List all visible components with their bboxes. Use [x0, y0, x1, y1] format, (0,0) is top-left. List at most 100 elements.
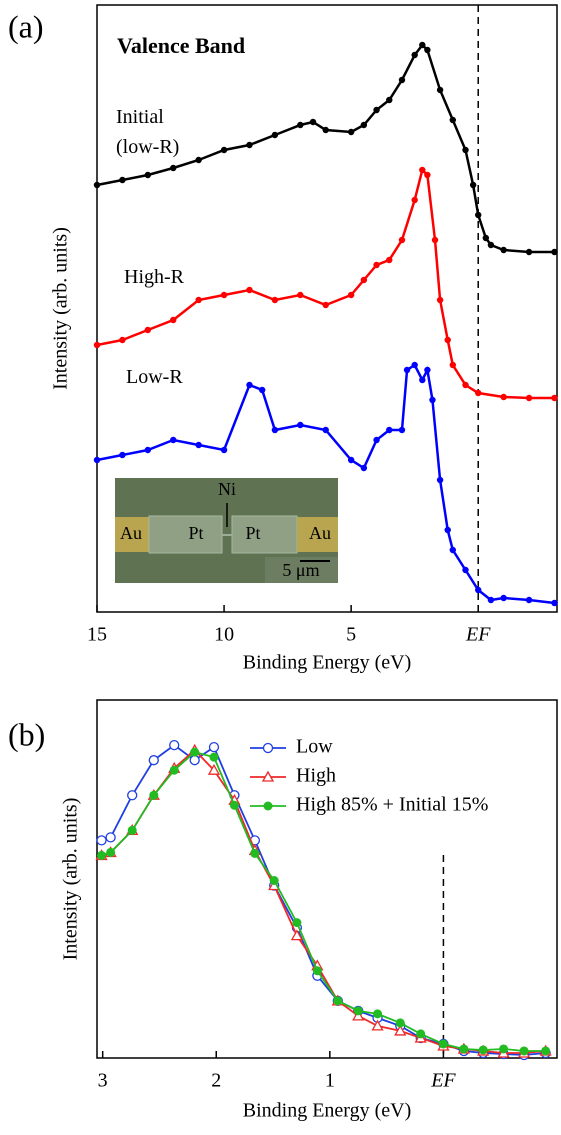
x-tick-label: 10 — [214, 624, 234, 646]
data-point — [386, 96, 393, 104]
data-point — [105, 832, 116, 843]
data-point — [449, 116, 457, 124]
y-axis-label: Intensity (arb. units) — [50, 227, 72, 390]
data-point — [394, 1024, 407, 1036]
data-point — [411, 196, 418, 204]
data-point — [333, 996, 343, 1006]
inset-label: Au — [120, 523, 142, 543]
data-point — [444, 336, 451, 344]
data-point — [462, 566, 469, 574]
series-label-text: Low-R — [126, 366, 183, 388]
data-point — [220, 146, 228, 154]
data-point — [169, 739, 180, 751]
panel-label: (b) — [8, 716, 45, 752]
data-point — [119, 451, 126, 459]
au-pad — [297, 517, 338, 552]
series-label-text: High-R — [124, 266, 184, 288]
x-tick-label: EF — [430, 1070, 456, 1092]
inset-label: Pt — [245, 523, 260, 543]
data-point — [386, 426, 393, 434]
data-point — [292, 918, 302, 928]
data-point — [525, 596, 533, 604]
data-point — [352, 1009, 365, 1021]
data-point — [189, 755, 200, 766]
data-point — [208, 741, 220, 753]
data-point — [93, 341, 101, 349]
data-point — [144, 446, 152, 454]
data-point — [487, 241, 495, 249]
data-point — [373, 106, 380, 114]
inset-label: Au — [309, 523, 331, 543]
data-point — [220, 291, 228, 299]
data-point — [398, 236, 406, 244]
data-point — [403, 366, 411, 374]
data-point — [144, 171, 152, 179]
series-line — [101, 744, 546, 1056]
data-point — [229, 800, 239, 810]
legend-label: High — [296, 765, 336, 787]
data-point — [297, 121, 304, 129]
data-point — [398, 426, 406, 434]
data-point — [411, 51, 418, 59]
plot-frame — [96, 4, 558, 613]
data-point — [500, 393, 507, 401]
data-point — [246, 286, 253, 294]
legend-label: Low — [296, 736, 333, 758]
data-point — [271, 131, 279, 139]
data-point — [312, 966, 322, 976]
data-point — [322, 301, 329, 309]
data-point — [424, 366, 431, 374]
data-point — [373, 1009, 383, 1019]
data-point — [169, 765, 179, 775]
x-tick-label: EF — [465, 624, 491, 646]
data-point — [195, 441, 202, 449]
data-point — [360, 121, 368, 129]
legend-marker — [263, 801, 273, 811]
data-point — [127, 825, 137, 835]
data-point — [106, 847, 116, 857]
data-point — [149, 790, 159, 800]
pt-pad — [148, 515, 223, 554]
scale-label: 5 μm — [282, 560, 319, 580]
data-point — [424, 171, 431, 179]
data-point — [462, 381, 469, 389]
data-point — [436, 86, 444, 94]
data-point — [444, 526, 451, 534]
data-point — [353, 1006, 363, 1016]
x-tick-label: 15 — [87, 624, 107, 646]
data-point — [195, 296, 202, 304]
data-point — [347, 128, 355, 136]
pt-pad — [231, 515, 298, 554]
inset: Ni Au Pt Pt Au 5 μm — [115, 478, 338, 583]
data-point — [475, 211, 482, 219]
data-point — [525, 394, 533, 402]
data-point — [250, 848, 260, 858]
series-label: Initial (low-R) — [116, 106, 180, 158]
data-point — [475, 389, 482, 397]
data-point — [419, 166, 426, 174]
data-point — [431, 236, 439, 244]
data-point — [96, 835, 107, 846]
data-point — [209, 752, 219, 762]
au-pad — [115, 517, 149, 552]
data-point — [416, 1029, 426, 1039]
inset-label: Pt — [188, 523, 203, 543]
data-point — [93, 456, 101, 464]
data-point — [373, 436, 380, 444]
x-tick-label: 5 — [346, 624, 356, 646]
data-point — [190, 747, 200, 757]
data-point — [322, 126, 329, 134]
data-point — [297, 421, 304, 429]
data-point — [459, 1044, 469, 1054]
legend-marker — [262, 742, 274, 754]
data-point — [170, 164, 177, 172]
data-point — [551, 248, 558, 256]
data-point — [269, 876, 279, 886]
series-label: Low-R — [126, 366, 183, 388]
data-point — [93, 181, 101, 189]
data-point — [220, 446, 228, 454]
panel-label: (a) — [8, 8, 44, 44]
data-point — [195, 156, 202, 164]
series-label-text: Initial (low-R) — [116, 106, 180, 158]
y-axis-label: Intensity (arb. units) — [60, 798, 82, 961]
